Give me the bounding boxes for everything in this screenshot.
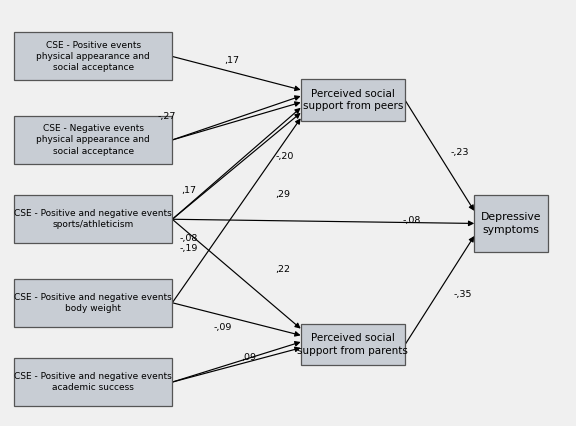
Text: CSE - Positive events
physical appearance and
social acceptance: CSE - Positive events physical appearanc…: [36, 41, 150, 72]
Bar: [14, 32, 172, 81]
Text: Perceived social
support from peers: Perceived social support from peers: [303, 89, 403, 112]
Text: -,08: -,08: [403, 216, 422, 225]
Bar: [14, 358, 172, 406]
Text: -,27: -,27: [157, 112, 176, 121]
Text: -,20: -,20: [276, 152, 294, 161]
Text: ,09: ,09: [241, 353, 256, 362]
Text: ,17: ,17: [181, 186, 197, 195]
Text: CSE - Positive and negative events
body weight: CSE - Positive and negative events body …: [14, 293, 172, 313]
Text: -,35: -,35: [454, 290, 472, 299]
Text: CSE - Positive and negative events
sports/athleticism: CSE - Positive and negative events sport…: [14, 209, 172, 229]
Bar: [301, 324, 405, 366]
Text: ,22: ,22: [275, 265, 290, 274]
Bar: [14, 116, 172, 164]
Text: Perceived social
support from parents: Perceived social support from parents: [297, 333, 408, 356]
Text: -,19: -,19: [180, 244, 198, 253]
Bar: [14, 279, 172, 327]
Bar: [14, 195, 172, 243]
Text: -,08: -,08: [180, 233, 198, 242]
Text: ,29: ,29: [275, 190, 290, 199]
Text: -,23: -,23: [451, 148, 469, 157]
Text: ,17: ,17: [224, 56, 239, 65]
Text: -,09: -,09: [214, 323, 232, 332]
Bar: [474, 195, 548, 252]
Bar: [301, 79, 405, 121]
Text: CSE - Negative events
physical appearance and
social acceptance: CSE - Negative events physical appearanc…: [36, 124, 150, 155]
Text: Depressive
symptoms: Depressive symptoms: [481, 212, 541, 235]
Text: CSE - Positive and negative events
academic success: CSE - Positive and negative events acade…: [14, 372, 172, 392]
